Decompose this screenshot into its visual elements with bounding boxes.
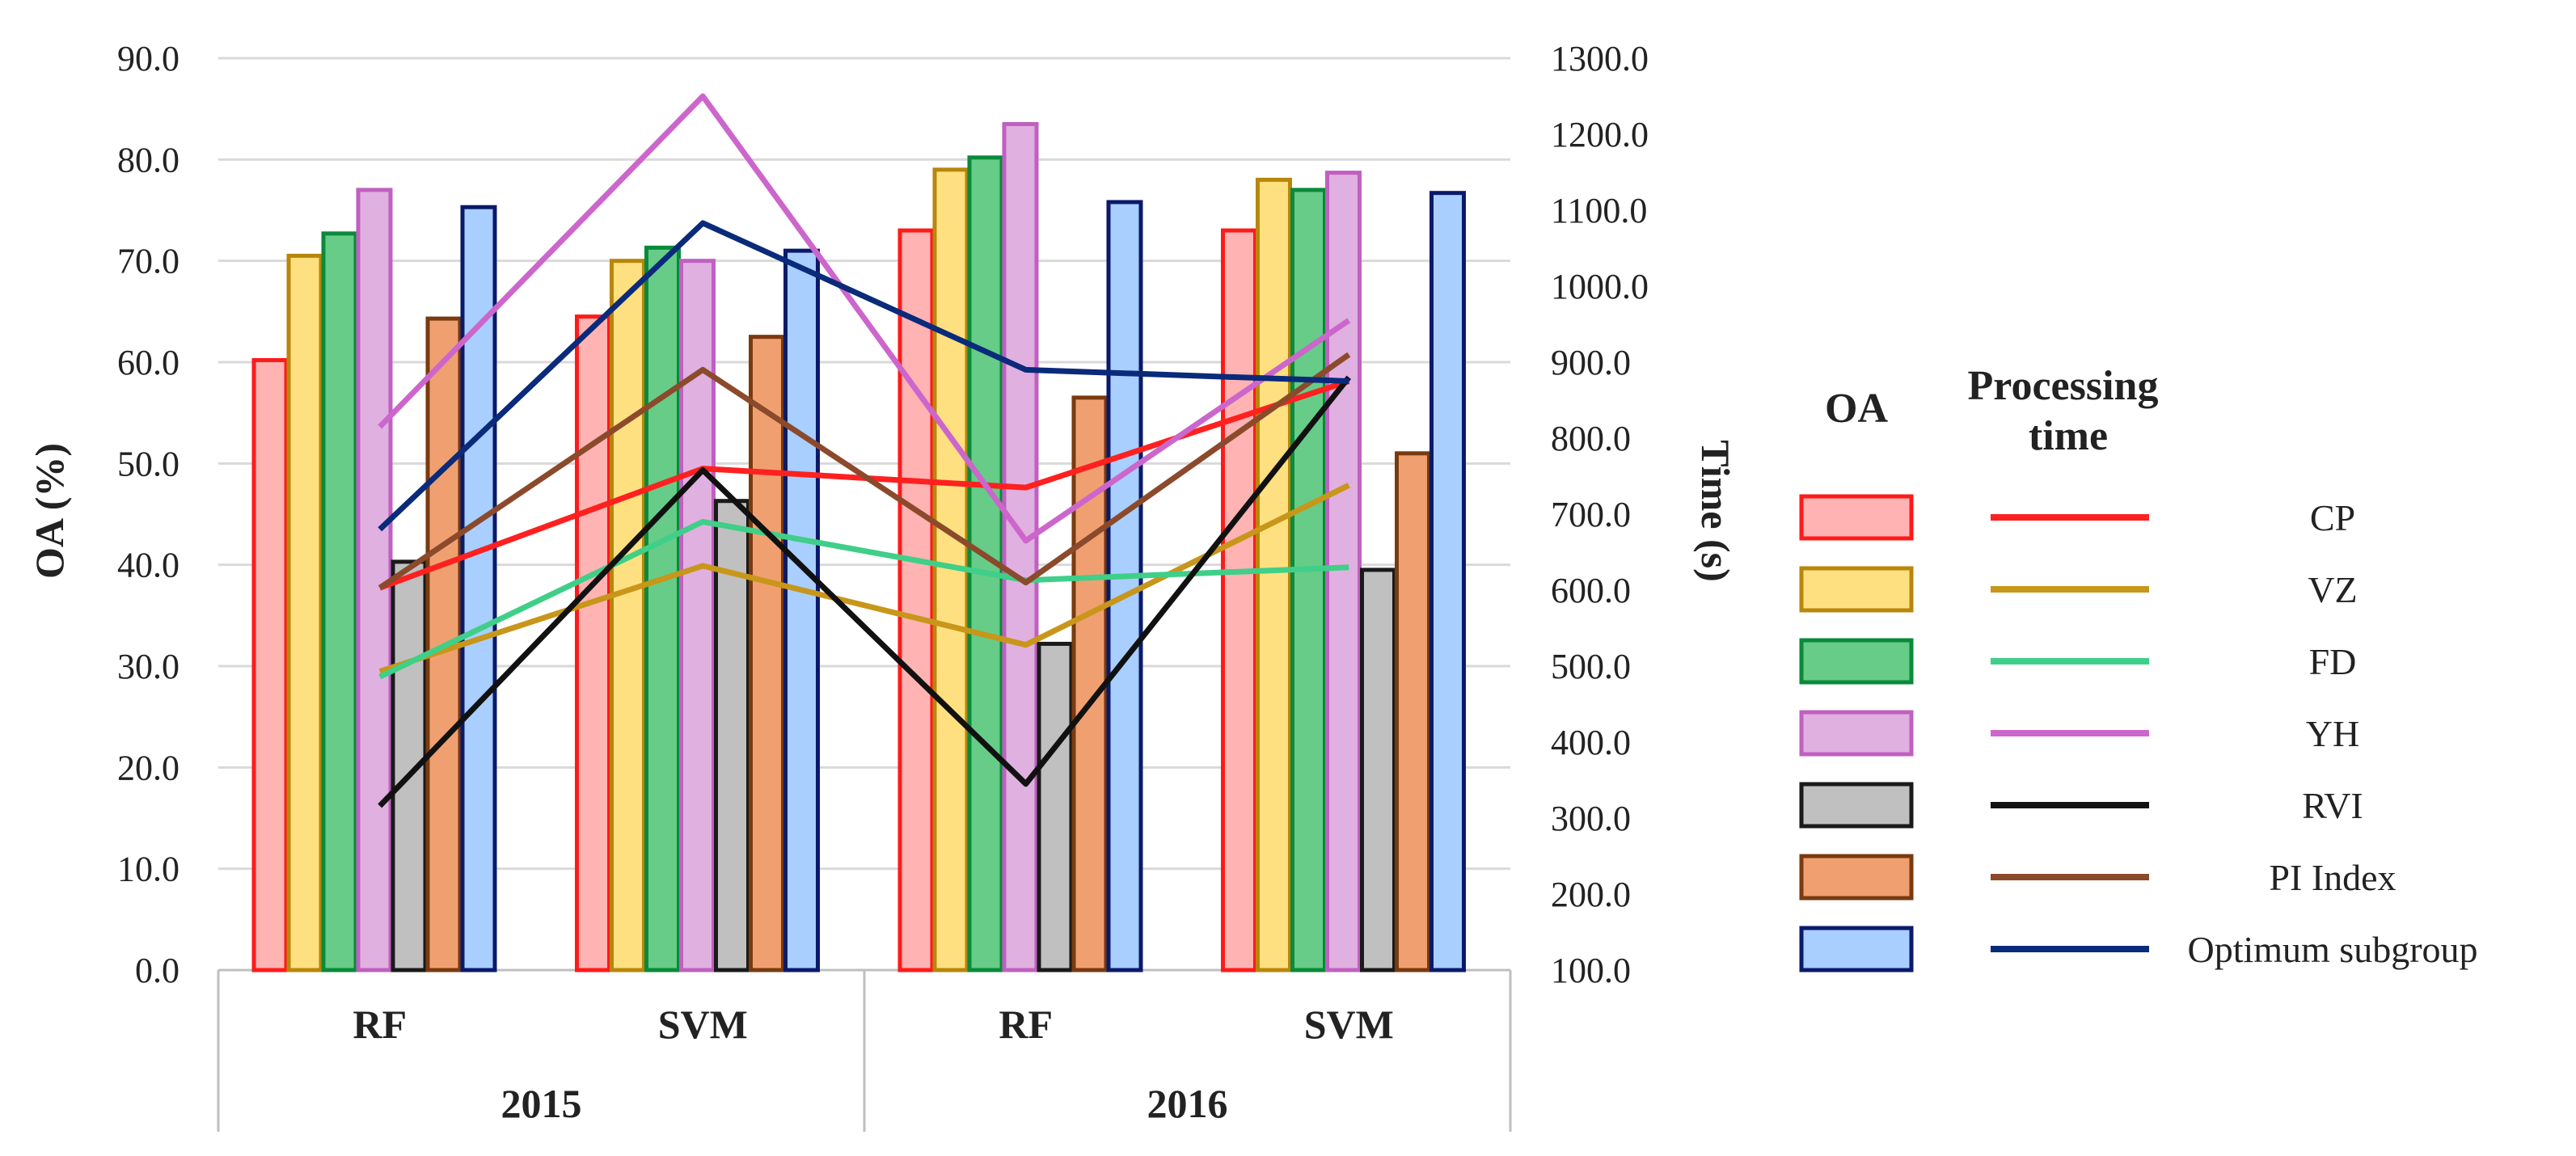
line-fd (378, 518, 1349, 680)
y-left-tick-label: 0.0 (135, 951, 179, 990)
bar-rvi (714, 499, 750, 972)
line-yh (378, 93, 1351, 544)
bar-yh (679, 259, 716, 972)
y-left-tick-label: 20.0 (117, 748, 179, 787)
legend-label: VZ (2308, 569, 2357, 610)
bar-yh (356, 188, 393, 972)
y-axis-right-ticks: 100.0 200.0 300.0 400.0 500.0 600.0 700.0 800.0… (1551, 39, 1649, 990)
y-left-tick-label: 30.0 (117, 647, 179, 686)
category-label: RF (353, 1002, 407, 1047)
bar-vz (610, 259, 646, 972)
line-pi-index (378, 352, 1351, 591)
legend-swatch (1799, 782, 1914, 829)
category-labels: RF SVM RF SVM 2015 2016 (353, 1002, 1393, 1126)
bar-vz (286, 253, 323, 972)
y-right-tick-label: 200.0 (1551, 875, 1631, 914)
y-right-tick-label: 300.0 (1551, 799, 1631, 838)
y-axis-left-title: OA (%) (27, 443, 72, 579)
y-right-tick-label: 400.0 (1551, 723, 1631, 762)
bar-optimum-subgroup (1106, 200, 1143, 972)
y-right-tick-label: 1100.0 (1551, 191, 1647, 230)
legend-swatch (1799, 854, 1914, 901)
legend-swatch (1799, 566, 1914, 613)
legend-swatch (1799, 710, 1914, 757)
bar-optimum-subgroup (1429, 191, 1466, 972)
line-optimum-subgroup (378, 220, 1349, 532)
bar-cp (251, 357, 289, 972)
y-left-tick-label: 90.0 (117, 39, 179, 78)
legend-label: Optimum subgroup (2187, 929, 2477, 970)
y-right-tick-label: 500.0 (1551, 647, 1631, 686)
y-right-tick-label: 1000.0 (1551, 267, 1649, 306)
legend-swatch (1799, 638, 1914, 685)
legend-swatch (1799, 926, 1914, 972)
group-label: 2016 (1147, 1081, 1228, 1126)
legend-label: YH (2306, 713, 2359, 754)
legend-swatch (1799, 494, 1914, 541)
y-right-tick-label: 700.0 (1551, 495, 1631, 534)
legend-label: RVI (2302, 785, 2363, 826)
bar-rvi (1360, 567, 1396, 972)
bar-cp (575, 314, 611, 972)
line-vz (378, 483, 1350, 674)
y-left-tick-label: 60.0 (117, 343, 179, 382)
bar-rvi (1037, 641, 1074, 972)
category-axis-frame (217, 968, 1512, 1132)
bar-yh (1002, 121, 1039, 972)
y-right-tick-label: 900.0 (1551, 343, 1631, 382)
y-left-tick-label: 70.0 (117, 242, 179, 281)
bar-vz (1256, 177, 1292, 972)
y-axis-left-ticks: 0.0 10.0 20.0 30.0 40.0 50.0 60.0 70.0 80.0 90.0 (117, 39, 179, 990)
y-right-tick-label: 100.0 (1551, 951, 1631, 990)
legend-label: FD (2309, 641, 2357, 682)
bar-pi-index (1071, 395, 1109, 972)
legend-time-header: Processing time (1968, 363, 2169, 459)
y-right-tick-label: 1200.0 (1551, 115, 1649, 154)
y-left-tick-label: 10.0 (117, 850, 179, 889)
legend-label: CP (2310, 497, 2355, 538)
bar-cp (897, 228, 935, 972)
y-left-tick-label: 40.0 (117, 546, 179, 585)
category-label: SVM (658, 1002, 748, 1047)
bar-fd (1290, 188, 1327, 972)
category-label: RF (999, 1002, 1053, 1047)
bar-pi-index (749, 335, 785, 972)
y-left-tick-label: 50.0 (117, 444, 179, 483)
bar-optimum-subgroup (783, 248, 820, 972)
y-axis-right-title: Time (s) (1693, 440, 1738, 581)
line-rvi (378, 375, 1351, 808)
bar-fd (644, 245, 681, 972)
bar-fd (321, 231, 358, 972)
group-label: 2015 (501, 1081, 582, 1126)
y-left-tick-label: 80.0 (117, 140, 179, 179)
bar-pi-index (1395, 451, 1431, 972)
category-label: SVM (1304, 1002, 1394, 1047)
bar-cp (1221, 228, 1257, 972)
legend: OA Processing time CP VZ FD YH RVI PI Index Op… (1799, 363, 2478, 972)
y-right-tick-label: 600.0 (1551, 571, 1631, 610)
bar-yh (1325, 171, 1362, 972)
y-right-tick-label: 800.0 (1551, 419, 1631, 458)
time-lines (378, 93, 1351, 808)
y-right-tick-label: 1300.0 (1551, 39, 1649, 78)
legend-label: PI Index (2269, 857, 2396, 898)
legend-oa-header: OA (1825, 386, 1888, 432)
